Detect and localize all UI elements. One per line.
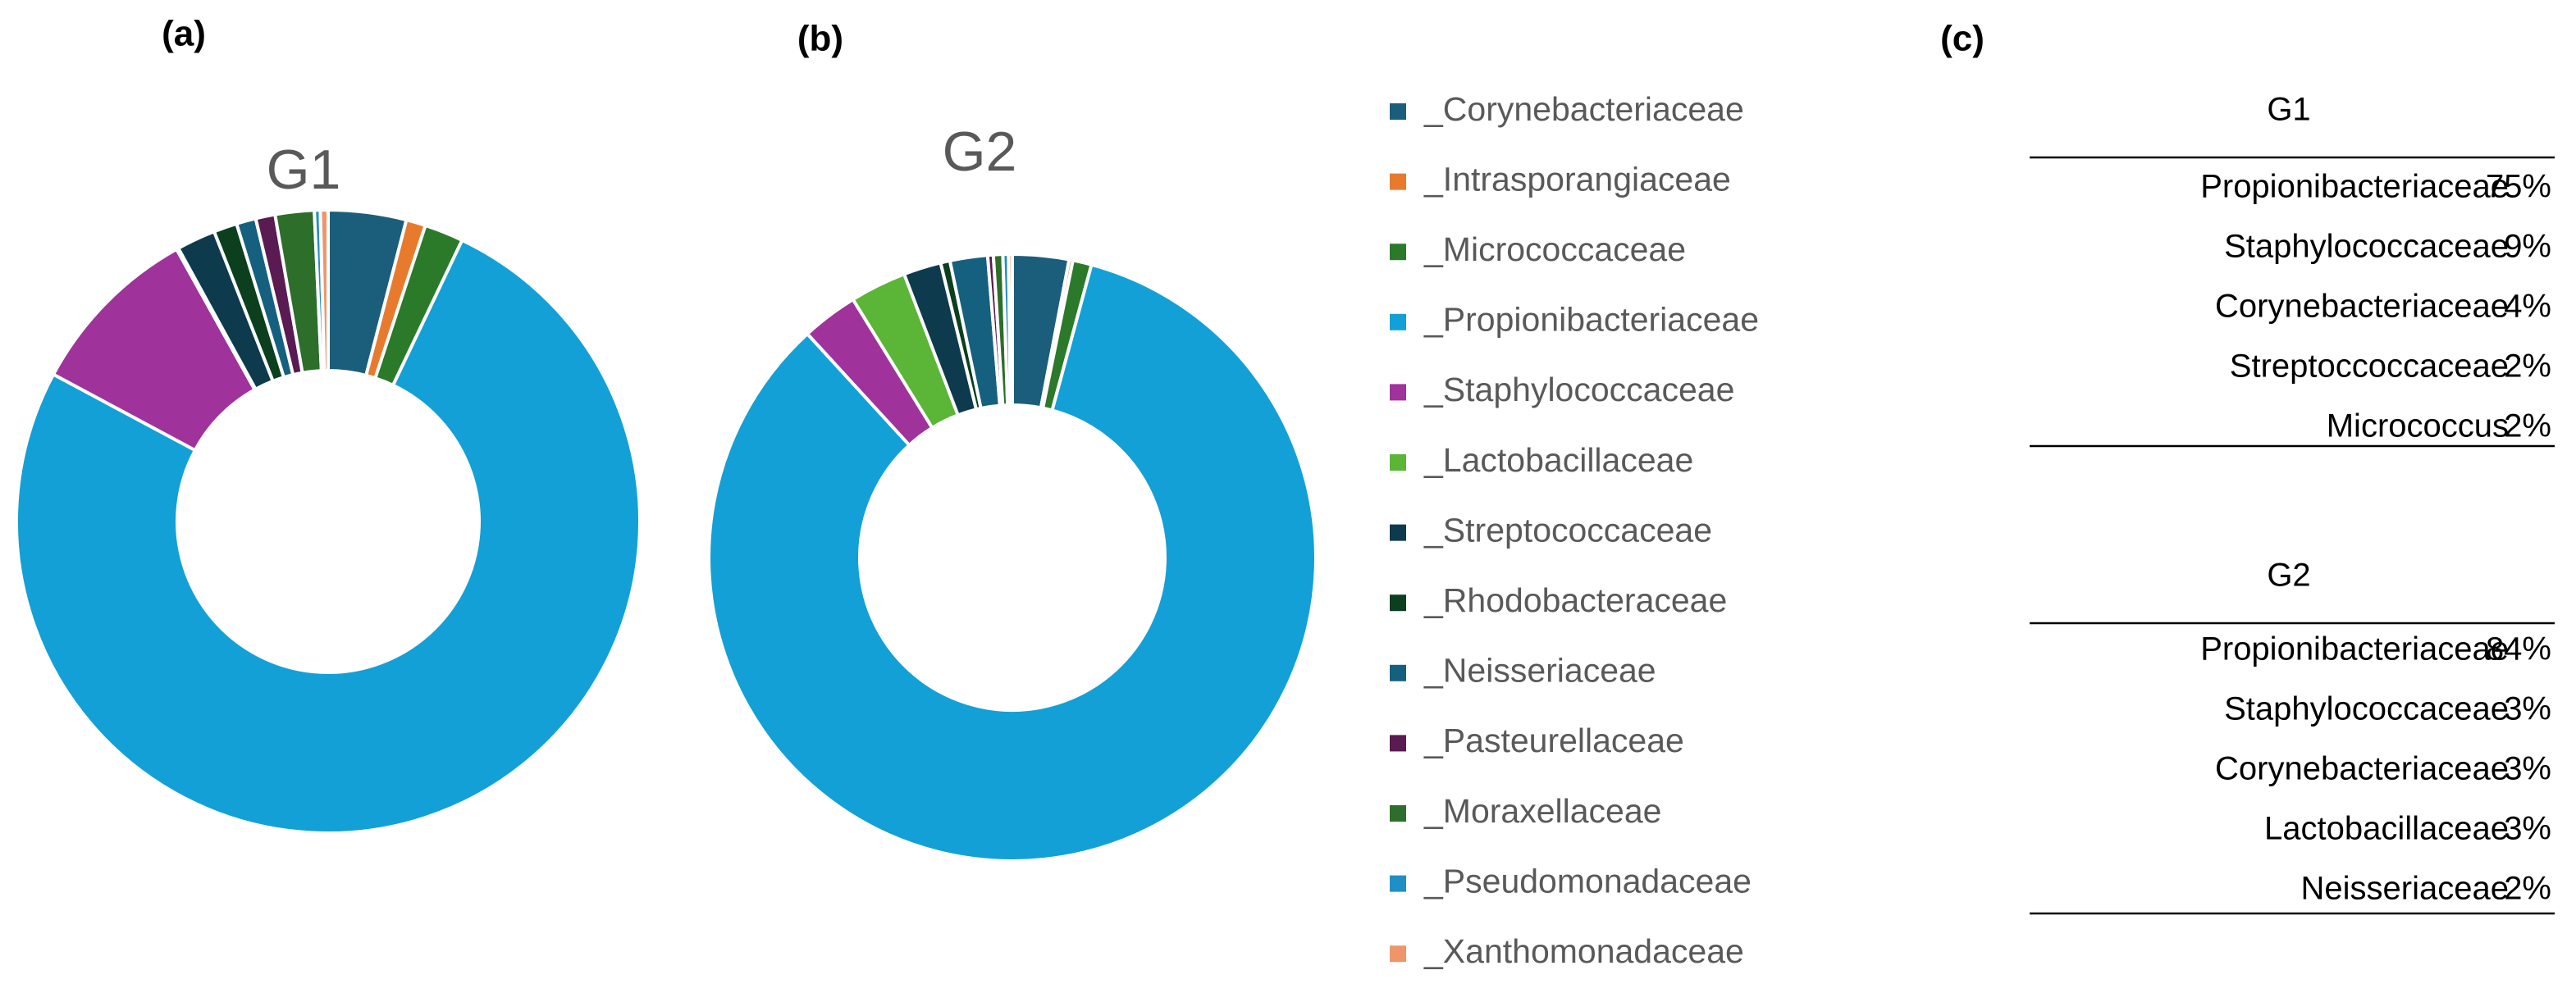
donut-slice bbox=[1007, 252, 1014, 408]
panel-label: (c) bbox=[1940, 19, 1985, 59]
table-cell: 75% bbox=[2486, 169, 2551, 205]
chart-title: G2 bbox=[943, 121, 1017, 183]
legend-label: _Moraxellaceae bbox=[1423, 792, 1661, 830]
table-cell: 4% bbox=[2504, 289, 2551, 325]
legend-swatch bbox=[1390, 384, 1406, 401]
table-cell: Corynebacteriaceae bbox=[2215, 289, 2509, 325]
table-cell: 84% bbox=[2486, 631, 2551, 667]
legend-label: _Pseudomonadaceae bbox=[1423, 862, 1752, 900]
table-cell: Streptoccoccaceae bbox=[2230, 348, 2509, 385]
legend-swatch bbox=[1390, 524, 1406, 541]
legend-label: _Xanthomonadaceae bbox=[1423, 932, 1744, 970]
legend-label: _Rhodobacteraceae bbox=[1423, 581, 1727, 619]
table-cell: Propionibacteriaceae bbox=[2200, 631, 2509, 667]
table-cell: Staphylococcaceae bbox=[2224, 229, 2509, 265]
donut-slice bbox=[707, 262, 1318, 863]
legend-label: _Intrasporangiaceae bbox=[1423, 160, 1731, 198]
table-cell: 9% bbox=[2504, 229, 2551, 265]
table-cell: Corynebacteriaceae bbox=[2215, 751, 2509, 787]
legend-label: _Neisseriaceae bbox=[1423, 652, 1656, 690]
legend-swatch bbox=[1390, 945, 1406, 963]
legend-label: _Pasteurellaceae bbox=[1423, 722, 1684, 759]
legend-swatch bbox=[1390, 103, 1406, 120]
legend-swatch bbox=[1390, 805, 1406, 822]
chart-title: G1 bbox=[267, 139, 341, 201]
legend-label: _Corynebacteriaceae bbox=[1423, 90, 1744, 128]
legend-swatch bbox=[1390, 244, 1406, 261]
table-cell: 3% bbox=[2504, 751, 2551, 787]
table-cell: 3% bbox=[2504, 811, 2551, 847]
table-cell: Propionibacteriaceae bbox=[2200, 169, 2509, 205]
donut-slice bbox=[318, 207, 330, 373]
legend-label: _Streptococcaceae bbox=[1423, 511, 1712, 549]
table-title: G1 bbox=[2267, 92, 2310, 128]
table-cell: Staphylococcaceae bbox=[2224, 691, 2509, 727]
legend-label: _Lactobacillaceae bbox=[1423, 441, 1693, 479]
table-title: G2 bbox=[2267, 558, 2310, 594]
table-cell: 3% bbox=[2504, 691, 2551, 727]
legend-swatch bbox=[1390, 875, 1406, 892]
table-cell: Neisseriaceae bbox=[2301, 871, 2509, 907]
table-cell: Micrococcus bbox=[2327, 408, 2509, 444]
table-cell: 2% bbox=[2504, 871, 2551, 907]
panel-label: (a) bbox=[162, 14, 206, 54]
legend-swatch bbox=[1390, 454, 1406, 471]
legend-swatch bbox=[1390, 173, 1406, 190]
table-cell: 2% bbox=[2504, 348, 2551, 385]
legend-swatch bbox=[1390, 313, 1406, 330]
table-cell: 2% bbox=[2504, 408, 2551, 444]
legend-label: _Propionibacteriaceae bbox=[1423, 301, 1759, 339]
panel-label: (b) bbox=[797, 19, 843, 59]
legend-swatch bbox=[1390, 594, 1406, 612]
legend-label: _Staphylococcaceae bbox=[1423, 371, 1734, 408]
legend-label: _Micrococcaceae bbox=[1423, 230, 1686, 268]
donut-slice bbox=[15, 238, 642, 835]
table-cell: Lactobacillaceae bbox=[2264, 811, 2509, 847]
legend-swatch bbox=[1390, 735, 1406, 752]
legend-swatch bbox=[1390, 664, 1406, 681]
